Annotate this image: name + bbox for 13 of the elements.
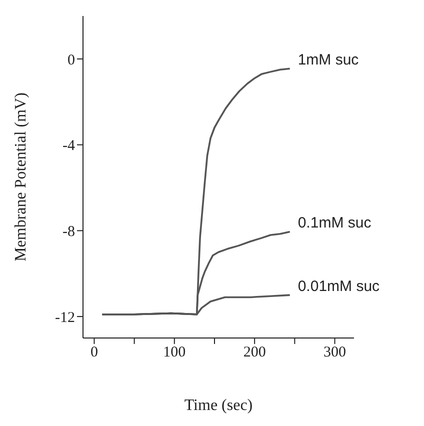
x-axis-title: Time (sec) xyxy=(184,397,253,414)
x-tick-label: 300 xyxy=(324,344,346,361)
y-tick-label: 0 xyxy=(68,52,75,68)
series-label: 1mM suc xyxy=(298,52,360,69)
x-tick-label: 0 xyxy=(90,344,98,361)
y-tick-label: -12 xyxy=(55,310,75,326)
y-axis-title: Membrane Potential (mV) xyxy=(12,92,30,262)
x-tick-label: 100 xyxy=(163,344,186,361)
series-label: 0.01mM suc xyxy=(298,278,380,296)
y-tick-label: -8 xyxy=(62,224,75,240)
x-tick-label: 200 xyxy=(243,344,266,361)
y-tick-label: -4 xyxy=(62,138,76,154)
series-label: 0.1mM suc xyxy=(298,214,372,232)
